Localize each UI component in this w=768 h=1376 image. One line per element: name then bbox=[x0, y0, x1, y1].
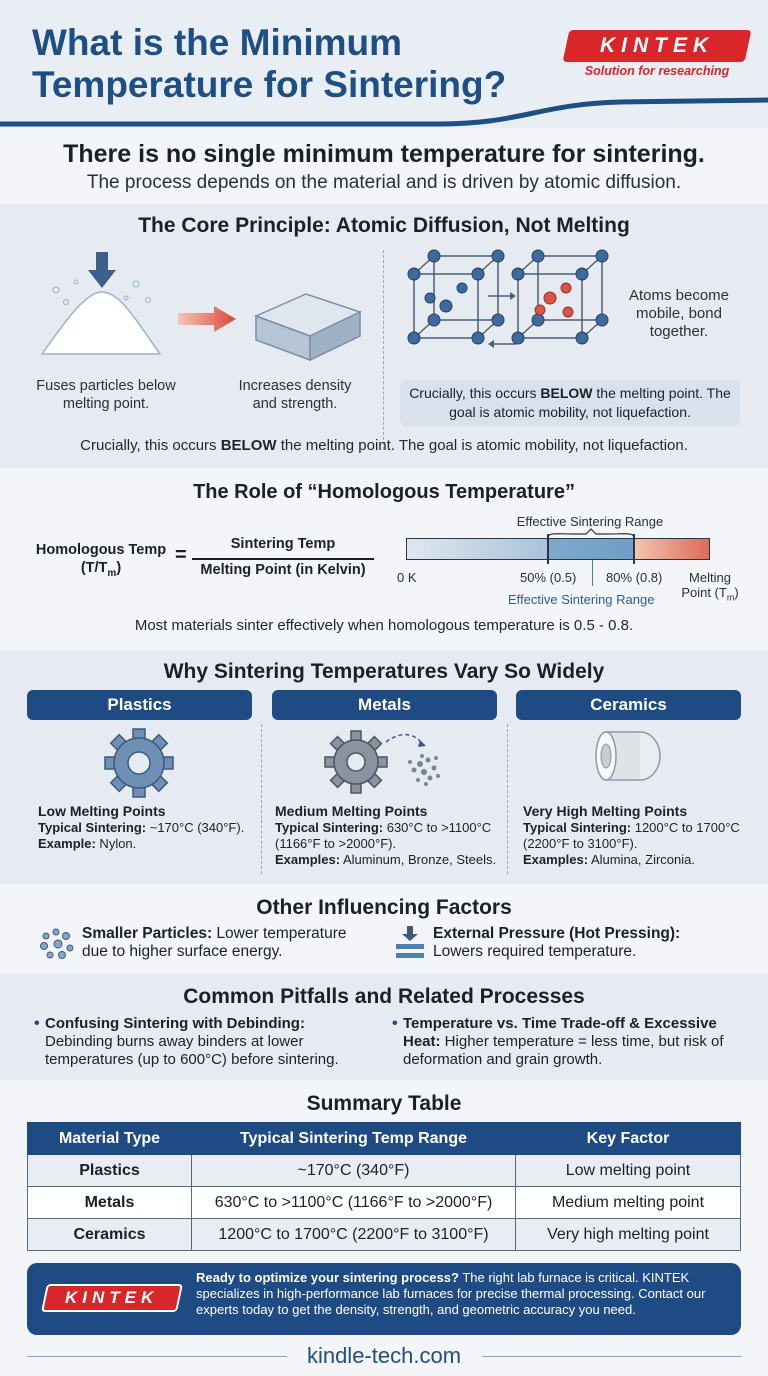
table-cell: Low melting point bbox=[515, 1154, 741, 1187]
table-header: Key Factor bbox=[515, 1122, 741, 1155]
table-cell: ~170°C (340°F) bbox=[191, 1154, 516, 1187]
scale-end-label: Melting Point (Tm) bbox=[681, 570, 739, 603]
vary-heading: Why Sintering Temperatures Vary So Widel… bbox=[163, 660, 605, 683]
fraction-denominator: Melting Point (in Kelvin) bbox=[200, 562, 366, 578]
table-row: Metals 630°C to >1100°C (1166°F to >2000… bbox=[27, 1186, 741, 1219]
bullet-2: • bbox=[392, 1015, 398, 1032]
table-cell: Very high melting point bbox=[515, 1218, 741, 1251]
factors-heading: Other Influencing Factors bbox=[256, 896, 512, 919]
homologous-note: Most materials sinter effectively when h… bbox=[134, 617, 634, 634]
scale-low-label: 50% (0.5) bbox=[520, 570, 577, 585]
range-pointer bbox=[592, 560, 593, 586]
equals-sign: = bbox=[175, 544, 187, 566]
footer-line-right bbox=[482, 1356, 742, 1357]
fraction-numerator: Sintering Temp bbox=[230, 536, 336, 552]
atom-lattice-icon bbox=[407, 249, 609, 348]
particles-icon bbox=[40, 928, 74, 959]
tick-80 bbox=[633, 534, 635, 564]
table-cell: 1200°C to 1700°C (2200°F to 3100°F) bbox=[191, 1218, 516, 1251]
page-title: What is the Minimum Temperature for Sint… bbox=[32, 22, 507, 105]
logo-tagline: Solution for researching bbox=[584, 64, 730, 78]
kintek-logo: KINTEK bbox=[562, 30, 752, 62]
pressure-icon bbox=[396, 926, 424, 958]
fraction-line bbox=[192, 558, 374, 560]
footer-kintek-logo: KINTEK bbox=[41, 1284, 183, 1312]
powder-pile-icon bbox=[40, 252, 162, 355]
range-bottom-label: Effective Sintering Range bbox=[508, 592, 655, 607]
footer-line-left bbox=[27, 1356, 287, 1357]
callout-box: Crucially, this occurs BELOW the melting… bbox=[400, 380, 740, 426]
atoms-label: Atoms become mobile, bond together. bbox=[628, 287, 730, 340]
factor-particles: Smaller Particles: Lower temperature due … bbox=[82, 925, 347, 960]
table-cell: Metals bbox=[27, 1186, 192, 1219]
table-cell: Plastics bbox=[27, 1154, 192, 1187]
summary-heading: Summary Table bbox=[306, 1092, 462, 1115]
bullet-1: • bbox=[34, 1015, 40, 1032]
table-row: Plastics ~170°C (340°F) Low melting poin… bbox=[27, 1154, 741, 1187]
homologous-scale-bar bbox=[406, 538, 710, 560]
card-plastics-title: Plastics bbox=[27, 690, 252, 720]
summary-table: Material Type Typical Sintering Temp Ran… bbox=[27, 1122, 741, 1251]
cta-text: Ready to optimize your sintering process… bbox=[196, 1270, 706, 1317]
gear-icon bbox=[104, 728, 174, 798]
intro-heading: There is no single minimum temperature f… bbox=[63, 140, 705, 168]
table-header-row: Material Type Typical Sintering Temp Ran… bbox=[27, 1122, 741, 1155]
ceramic-bushing-icon bbox=[595, 731, 661, 781]
table-header: Typical Sintering Temp Range bbox=[191, 1122, 516, 1155]
step1-label: Fuses particles below melting point. bbox=[36, 378, 176, 412]
table-cell: Ceramics bbox=[27, 1218, 192, 1251]
homologous-heading: The Role of “Homologous Temperature” bbox=[193, 481, 575, 503]
factor-pressure: External Pressure (Hot Pressing): Lowers … bbox=[433, 925, 681, 960]
gear-powder-icon bbox=[324, 730, 440, 794]
dense-block-icon bbox=[254, 293, 362, 362]
card-plastics-body: Low Melting Points Typical Sintering: ~1… bbox=[38, 803, 245, 851]
card-ceramics-title: Ceramics bbox=[516, 690, 741, 720]
card-divider-2 bbox=[507, 724, 508, 874]
pitfalls-heading: Common Pitfalls and Related Processes bbox=[183, 985, 585, 1008]
header bbox=[0, 0, 768, 128]
card-divider-1 bbox=[261, 724, 262, 874]
homologous-lhs: Homologous Temp (T/Tm) bbox=[35, 542, 167, 579]
table-cell: 630°C to >1100°C (1166°F to >2000°F) bbox=[191, 1186, 516, 1219]
scale-high-label: 80% (0.8) bbox=[606, 570, 663, 585]
core-heading: The Core Principle: Atomic Diffusion, No… bbox=[138, 214, 630, 237]
intro-text: The process depends on the material and … bbox=[86, 172, 682, 193]
arrow-right-icon bbox=[178, 306, 236, 332]
card-metals-title: Metals bbox=[272, 690, 497, 720]
core-note: Crucially, this occurs BELOW the melting… bbox=[80, 437, 688, 454]
header-swoosh bbox=[0, 97, 768, 127]
range-top-label: Effective Sintering Range bbox=[516, 514, 664, 529]
scale-start-label: 0 K bbox=[397, 570, 417, 585]
table-cell: Medium melting point bbox=[515, 1186, 741, 1219]
table-row: Ceramics 1200°C to 1700°C (2200°F to 310… bbox=[27, 1218, 741, 1251]
step2-label: Increases density and strength. bbox=[238, 378, 352, 412]
tick-50 bbox=[547, 534, 549, 564]
website-link[interactable]: kindle-tech.com bbox=[306, 1343, 462, 1368]
pitfall-debinding: Confusing Sintering with Debinding: Debin… bbox=[45, 1015, 339, 1068]
range-brace bbox=[547, 528, 635, 539]
card-metals-body: Medium Melting Points Typical Sintering:… bbox=[275, 803, 497, 867]
card-ceramics-body: Very High Melting Points Typical Sinteri… bbox=[523, 803, 740, 867]
pitfalls-section bbox=[0, 974, 768, 1080]
core-divider bbox=[383, 250, 384, 450]
pitfall-tradeoff: Temperature vs. Time Trade-off & Excessi… bbox=[403, 1015, 724, 1068]
table-header: Material Type bbox=[27, 1122, 192, 1155]
